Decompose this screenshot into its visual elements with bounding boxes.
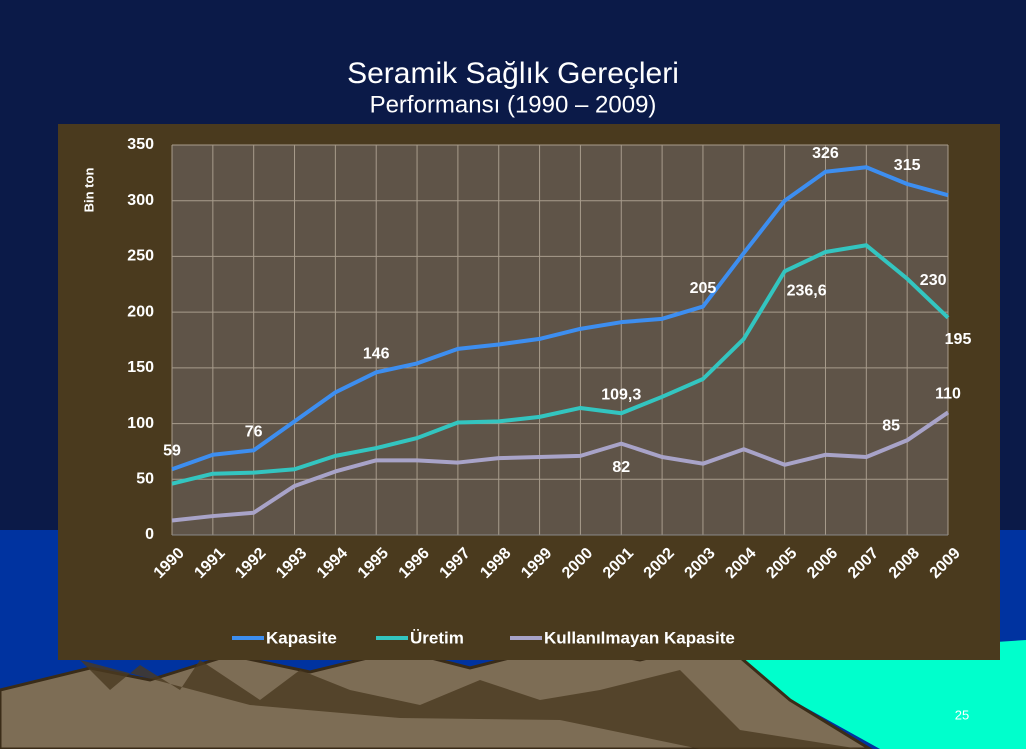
y-tick-label: 250 xyxy=(127,248,154,265)
data-label: 110 xyxy=(935,386,961,403)
subtitle: Performansı (1990 – 2009) xyxy=(370,91,657,118)
y-axis-label: Bin ton xyxy=(81,168,96,213)
data-label: 315 xyxy=(894,157,921,174)
y-tick-label: 150 xyxy=(127,359,154,376)
data-label: 230 xyxy=(920,272,947,289)
legend-label: Kapasite xyxy=(266,628,337,647)
slide: Seramik Sağlık Gereçleri Performansı (19… xyxy=(0,0,1026,749)
y-tick-label: 350 xyxy=(127,136,154,153)
y-tick-label: 0 xyxy=(145,526,154,543)
data-label: 146 xyxy=(363,346,390,363)
data-label: 76 xyxy=(245,424,263,441)
data-label: 85 xyxy=(882,418,900,435)
plot-area xyxy=(172,145,948,535)
data-label: 236,6 xyxy=(787,283,827,300)
legend-label: Üretim xyxy=(410,628,464,647)
y-tick-label: 50 xyxy=(136,471,154,488)
data-label: 205 xyxy=(690,280,717,297)
title: Seramik Sağlık Gereçleri xyxy=(347,57,679,90)
data-label: 195 xyxy=(945,331,972,348)
legend-label: Kullanılmayan Kapasite xyxy=(544,628,735,647)
data-label: 326 xyxy=(812,145,839,162)
y-tick-label: 200 xyxy=(127,303,154,320)
page-number: 25 xyxy=(955,707,969,722)
y-tick-label: 300 xyxy=(127,192,154,209)
data-label: 109,3 xyxy=(601,386,641,403)
data-label: 82 xyxy=(612,459,630,476)
y-tick-label: 100 xyxy=(127,415,154,432)
data-label: 59 xyxy=(163,442,181,459)
